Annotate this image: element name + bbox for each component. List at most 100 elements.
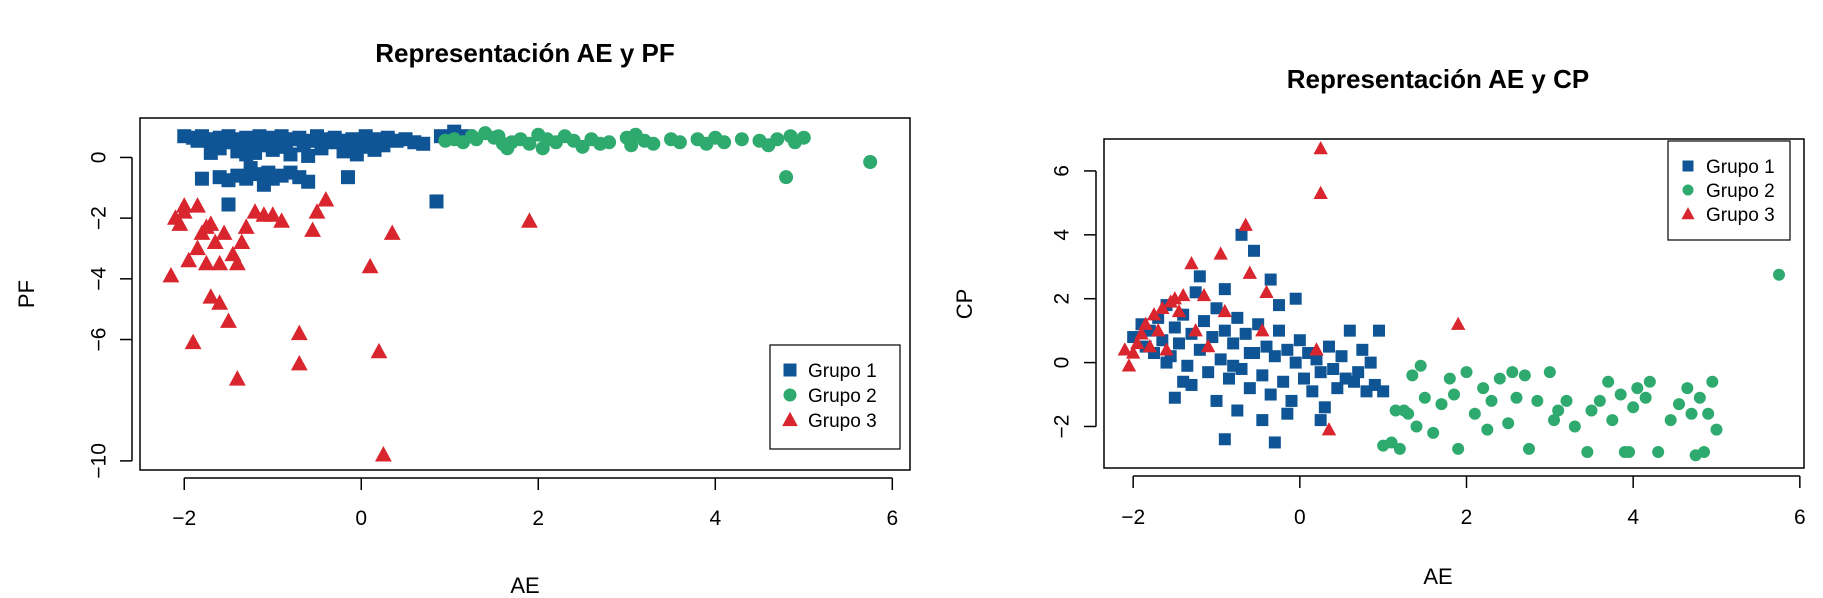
data-point <box>1223 372 1235 385</box>
data-point <box>367 142 382 157</box>
data-point <box>491 129 506 144</box>
y-tick-label: −10 <box>88 443 111 479</box>
data-point <box>1185 378 1198 391</box>
data-point <box>1289 356 1302 369</box>
data-point <box>1160 356 1173 369</box>
data-point <box>1393 442 1406 455</box>
chart-title: Representación AE y PF <box>375 38 675 68</box>
y-tick-label: 0 <box>88 152 111 164</box>
data-point <box>1373 324 1385 337</box>
data-point <box>1552 404 1565 417</box>
data-point <box>1218 324 1231 337</box>
data-point <box>1146 307 1162 321</box>
data-point <box>361 257 379 274</box>
data-point <box>301 174 316 189</box>
legend-marker <box>1681 207 1695 220</box>
plot-frame <box>1103 138 1805 469</box>
data-point <box>243 161 258 176</box>
data-point <box>1706 375 1719 388</box>
legend-entry: Grupo 1 <box>808 361 877 382</box>
chart-cp-panel: Representación AE y CP −2 0 2 4 6 −2 0 2 4 6 AE CP Gr… <box>952 64 1806 589</box>
data-point <box>1356 343 1369 356</box>
data-point <box>1468 407 1481 420</box>
data-point <box>1481 423 1494 436</box>
y-tick-label: 2 <box>1051 293 1074 305</box>
data-point <box>1560 394 1573 407</box>
data-point <box>672 135 687 150</box>
data-point <box>349 147 364 162</box>
data-point <box>264 206 282 222</box>
y-axis-label: CP <box>952 289 977 320</box>
data-point <box>1227 337 1240 350</box>
data-point <box>1285 394 1298 407</box>
data-point <box>1218 433 1231 446</box>
data-point <box>628 127 643 142</box>
data-point <box>1327 362 1340 375</box>
data-point <box>1435 398 1448 411</box>
data-point <box>1506 366 1519 379</box>
data-point <box>1568 420 1581 433</box>
data-point <box>1389 404 1402 417</box>
data-point <box>1273 299 1285 312</box>
data-point <box>1256 369 1269 382</box>
data-point <box>1318 401 1331 414</box>
data-point <box>1681 382 1694 395</box>
data-point <box>1585 404 1598 417</box>
data-point <box>1450 316 1466 330</box>
data-point <box>1377 385 1390 398</box>
data-point <box>1256 414 1269 427</box>
data-point <box>1313 185 1328 199</box>
data-point <box>1643 375 1656 388</box>
data-point <box>1214 353 1227 366</box>
data-point <box>1155 300 1170 314</box>
data-point <box>1689 449 1702 462</box>
data-point <box>1130 335 1145 350</box>
data-point <box>1485 394 1498 407</box>
data-point <box>1217 303 1233 318</box>
data-point <box>383 224 401 240</box>
data-point <box>221 197 236 212</box>
data-point <box>1293 334 1306 347</box>
data-point <box>1606 414 1619 427</box>
legend-entry: Grupo 3 <box>1706 205 1775 226</box>
data-point <box>237 218 255 234</box>
data-point <box>1173 337 1185 350</box>
series-grupo-1 <box>177 124 475 212</box>
series-grupo-3 <box>1117 141 1466 436</box>
data-point <box>1206 331 1219 344</box>
legend-entry: Grupo 1 <box>1706 157 1775 178</box>
data-point <box>1702 407 1715 420</box>
data-point <box>304 221 321 237</box>
data-point <box>1773 268 1785 281</box>
x-axis-label: AE <box>510 573 539 598</box>
data-point <box>1289 292 1302 305</box>
data-point <box>336 144 351 159</box>
x-tick-label: 4 <box>1627 506 1639 529</box>
data-point <box>1543 366 1556 379</box>
y-axis-label: PF <box>14 280 39 308</box>
data-point <box>1281 343 1294 356</box>
data-point <box>283 147 298 162</box>
data-point <box>1264 388 1277 401</box>
data-point <box>189 197 206 213</box>
data-point <box>1142 339 1158 353</box>
data-point <box>1175 287 1191 302</box>
data-point <box>194 171 209 186</box>
legend: Grupo 1 Grupo 2 Grupo 3 <box>1667 140 1791 241</box>
data-point <box>228 370 246 386</box>
data-point <box>535 141 550 156</box>
data-point <box>1242 265 1258 279</box>
data-point <box>734 132 749 147</box>
data-point <box>1125 345 1141 359</box>
chart-pf-panel: Representación AE y PF −2 0 2 4 6 0 −2 −4 −6 −10 AE… <box>14 38 911 598</box>
data-point <box>1298 372 1310 385</box>
data-point <box>215 224 233 240</box>
data-point <box>863 155 878 169</box>
x-tick-label: 0 <box>1294 506 1306 529</box>
data-point <box>1427 426 1440 439</box>
data-point <box>1313 141 1328 155</box>
data-point <box>1410 420 1423 433</box>
data-point <box>1243 347 1256 360</box>
data-point <box>220 312 237 328</box>
data-point <box>180 251 198 268</box>
